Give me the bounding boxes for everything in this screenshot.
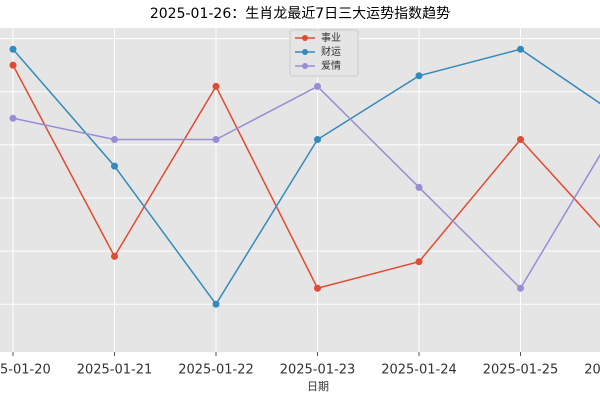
point xyxy=(517,284,524,292)
point xyxy=(314,284,321,292)
point xyxy=(212,82,220,90)
legend-marker xyxy=(302,49,308,55)
legend-label: 财运 xyxy=(321,45,341,58)
point xyxy=(111,252,118,260)
point xyxy=(415,183,423,191)
point xyxy=(9,61,17,69)
point xyxy=(9,45,17,53)
x-tick-label: 2025-01-22 xyxy=(178,363,254,378)
x-tick-label: 2025-01-20 xyxy=(0,363,51,378)
x-tick-label: 2025-01-25 xyxy=(483,363,559,378)
point xyxy=(111,136,118,144)
point xyxy=(314,82,321,90)
plot-area xyxy=(0,28,600,352)
point xyxy=(111,162,118,170)
point xyxy=(9,114,17,122)
chart-title: 2025-01-26：生肖龙最近7日三大运势指数趋势 xyxy=(150,6,450,22)
legend-label: 事业 xyxy=(321,31,341,44)
legend-marker xyxy=(302,63,308,69)
legend-label: 爱情 xyxy=(321,59,341,72)
x-tick-label: 2025-01-24 xyxy=(381,363,457,378)
point xyxy=(415,258,423,266)
x-tick-label: 2025-01-21 xyxy=(77,363,153,378)
x-axis-label: 日期 xyxy=(307,380,329,393)
point xyxy=(314,136,321,144)
point xyxy=(415,72,423,80)
point xyxy=(517,136,524,144)
point xyxy=(212,300,220,308)
point xyxy=(517,45,524,53)
x-tick-label: 2025-01-23 xyxy=(280,363,356,378)
point xyxy=(212,136,220,144)
x-tick-label: 2025-01-26 xyxy=(584,363,600,378)
legend-marker xyxy=(302,35,308,41)
